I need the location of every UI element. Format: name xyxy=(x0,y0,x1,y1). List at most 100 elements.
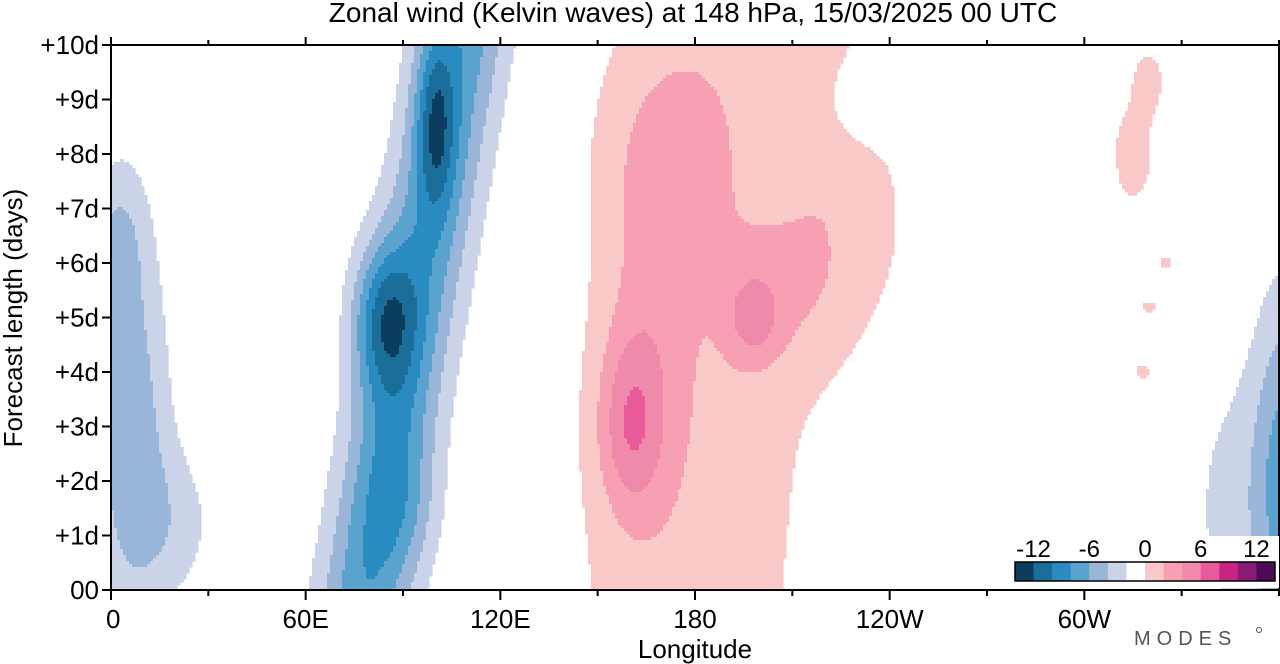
contour-cell xyxy=(111,354,115,358)
contour-cell xyxy=(132,285,136,289)
contour-cell xyxy=(141,306,145,310)
contour-cell xyxy=(141,273,145,277)
contour-cell xyxy=(114,294,118,298)
contour-cell xyxy=(135,261,139,265)
contour-cell xyxy=(129,264,133,268)
contour-cell xyxy=(138,255,142,259)
contour-cell xyxy=(132,246,136,250)
contour-cell xyxy=(120,210,124,214)
contour-cell xyxy=(111,189,115,193)
contour-cell xyxy=(141,411,145,415)
contour-cell xyxy=(123,561,127,565)
contour-cell xyxy=(135,426,139,430)
contour-cell xyxy=(135,540,139,544)
contour-cell xyxy=(117,282,121,286)
contour-cell xyxy=(120,453,124,457)
contour-cell xyxy=(132,402,136,406)
contour-cell xyxy=(126,327,130,331)
contour-cell xyxy=(150,531,154,535)
contour-cell xyxy=(123,300,127,304)
contour-cell xyxy=(114,564,118,568)
contour-cell xyxy=(114,225,118,229)
contour-cell xyxy=(147,510,151,514)
contour-cell xyxy=(129,333,133,337)
contour-cell xyxy=(111,279,115,283)
contour-cell xyxy=(135,471,139,475)
contour-cell xyxy=(126,285,130,289)
contour-cell xyxy=(123,420,127,424)
contour-cell xyxy=(132,333,136,337)
contour-cell xyxy=(123,255,127,259)
contour-cell xyxy=(147,402,151,406)
contour-cell xyxy=(126,558,130,562)
contour-field xyxy=(111,45,1280,591)
contour-cell xyxy=(144,291,148,295)
contour-cell xyxy=(114,393,118,397)
contour-cell xyxy=(135,405,139,409)
contour-cell xyxy=(120,567,124,571)
contour-cell xyxy=(120,360,124,364)
contour-cell xyxy=(138,537,142,541)
contour-cell xyxy=(111,432,115,436)
contour-cell xyxy=(123,249,127,253)
contour-cell xyxy=(150,237,154,241)
contour-cell xyxy=(150,228,154,232)
contour-cell xyxy=(144,486,148,490)
contour-cell xyxy=(141,450,145,454)
contour-cell xyxy=(147,294,151,298)
contour-cell xyxy=(144,438,148,442)
contour-cell xyxy=(117,258,121,262)
contour-cell xyxy=(141,552,145,556)
contour-cell xyxy=(114,438,118,442)
contour-cell xyxy=(150,528,154,532)
contour-cell xyxy=(129,447,133,451)
contour-cell xyxy=(147,468,151,472)
contour-cell xyxy=(126,441,130,445)
contour-cell xyxy=(138,528,142,532)
contour-cell xyxy=(123,366,127,370)
contour-cell xyxy=(132,393,136,397)
contour-cell xyxy=(111,198,115,202)
contour-cell xyxy=(129,582,133,586)
contour-cell xyxy=(147,258,151,262)
contour-cell xyxy=(141,354,145,358)
contour-cell xyxy=(150,240,154,244)
contour-cell xyxy=(126,480,130,484)
contour-cell xyxy=(117,477,121,481)
contour-cell xyxy=(126,555,130,559)
contour-cell xyxy=(147,273,151,277)
contour-cell xyxy=(135,501,139,505)
contour-cell xyxy=(147,534,151,538)
contour-cell xyxy=(138,534,142,538)
contour-cell xyxy=(138,462,142,466)
contour-cell xyxy=(126,483,130,487)
contour-cell xyxy=(120,531,124,535)
contour-cell xyxy=(129,360,133,364)
contour-cell xyxy=(147,447,151,451)
contour-cell xyxy=(132,186,136,190)
contour-cell xyxy=(111,534,115,538)
contour-cell xyxy=(132,528,136,532)
contour-cell xyxy=(135,498,139,502)
contour-cell xyxy=(126,336,130,340)
contour-cell xyxy=(147,504,151,508)
contour-cell xyxy=(138,234,142,238)
contour-cell xyxy=(126,243,130,247)
contour-cell xyxy=(141,297,145,301)
contour-cell xyxy=(150,258,154,262)
contour-cell xyxy=(117,192,121,196)
contour-cell xyxy=(129,417,133,421)
contour-cell xyxy=(132,318,136,322)
contour-cell xyxy=(144,387,148,391)
contour-cell xyxy=(132,384,136,388)
contour-cell xyxy=(117,390,121,394)
contour-cell xyxy=(111,360,115,364)
contour-cell xyxy=(147,378,151,382)
contour-cell xyxy=(135,489,139,493)
contour-cell xyxy=(111,561,115,565)
contour-cell xyxy=(117,444,121,448)
contour-cell xyxy=(129,561,133,565)
contour-cell xyxy=(132,504,136,508)
contour-cell xyxy=(117,378,121,382)
contour-cell xyxy=(111,531,115,535)
